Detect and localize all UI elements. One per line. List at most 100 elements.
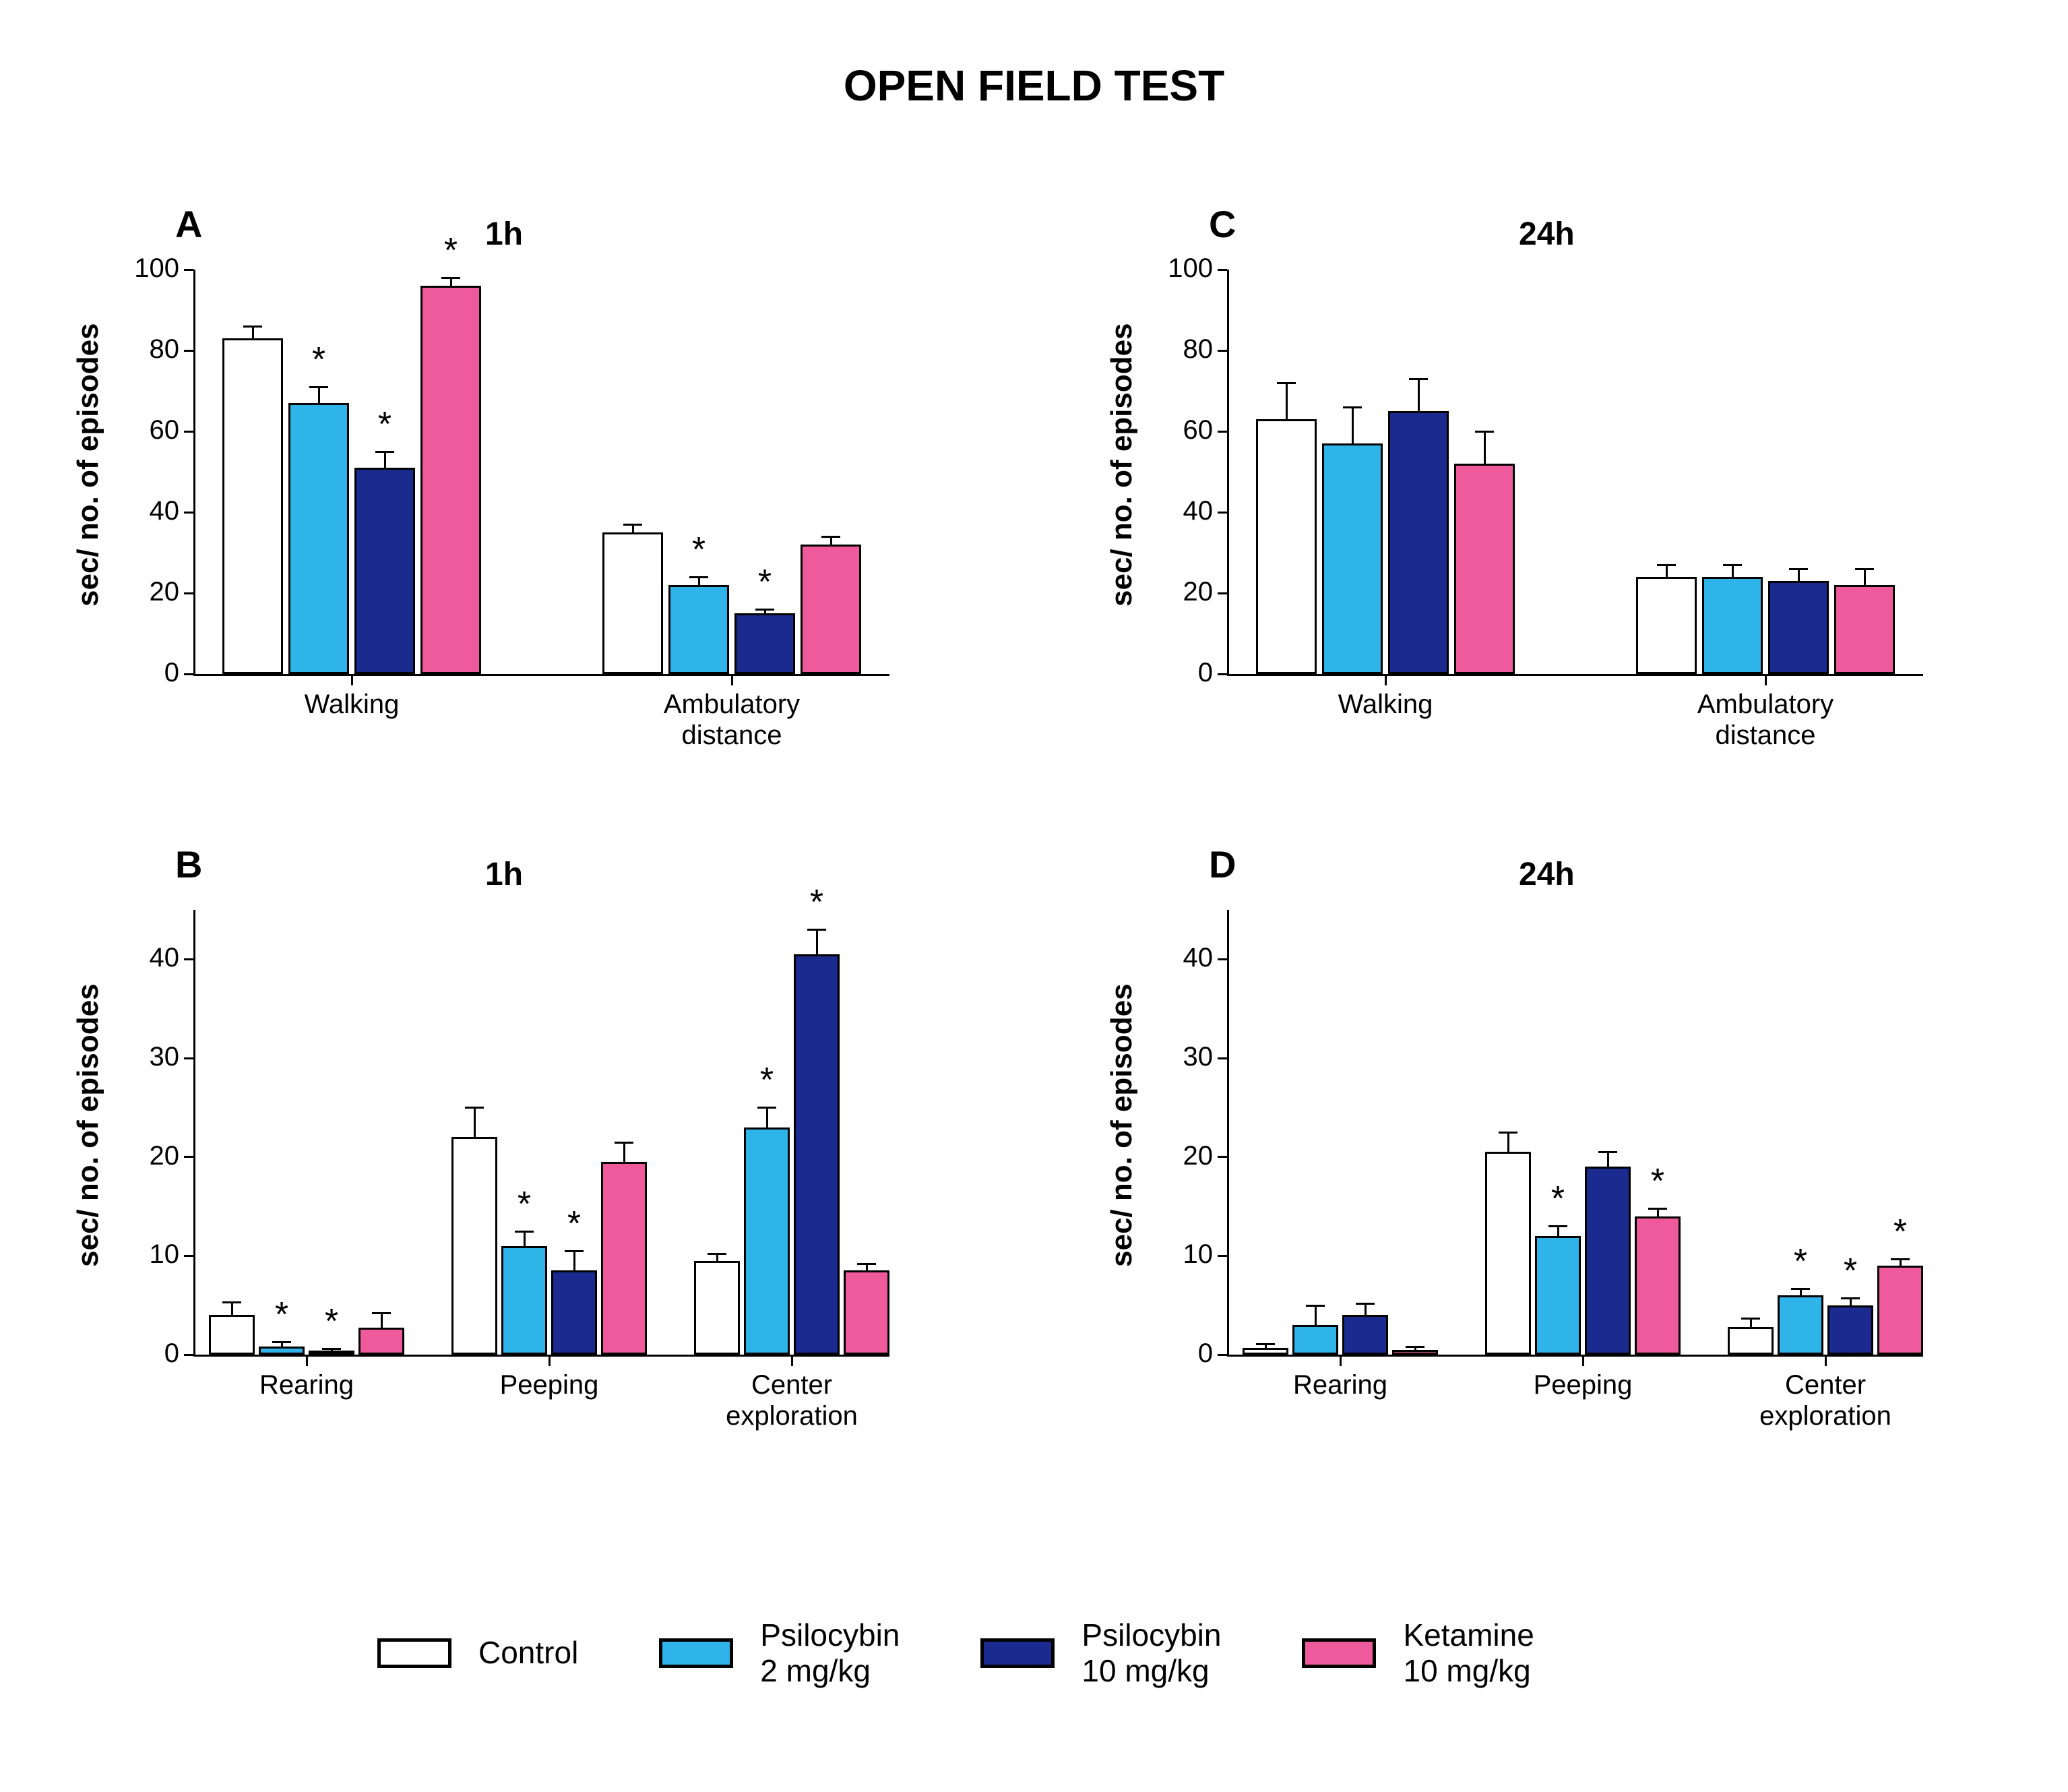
errorbar-cap [1277, 382, 1296, 384]
y-tick-label: 0 [105, 1338, 179, 1369]
chart-area: 010203040sec/ no. of episodesRearingPeep… [1229, 910, 1923, 1355]
y-tick [1218, 350, 1227, 352]
errorbar-cap [857, 1263, 876, 1265]
bar-control [1256, 419, 1317, 674]
y-tick [1218, 673, 1227, 675]
errorbar-cap [689, 576, 708, 578]
significance-star: * [1784, 1241, 1817, 1282]
y-tick-label: 20 [105, 1141, 179, 1171]
x-category-label: Walking [1236, 689, 1535, 720]
panel-C: C24h020406080100sec/ no. of episodesWalk… [1034, 175, 2067, 815]
bar-psilo10 [354, 468, 415, 674]
x-category-label: Peeping [1465, 1369, 1701, 1400]
errorbar-cap [309, 386, 328, 388]
panel-D: D24h010203040sec/ no. of episodesRearing… [1034, 815, 2067, 1530]
errorbar-cap [1855, 568, 1874, 570]
y-tick-label: 30 [105, 1042, 179, 1072]
significance-star: * [800, 882, 834, 923]
errorbar-cap [623, 524, 642, 526]
errorbar-line [1557, 1226, 1559, 1236]
x-category-label: Ambulatory distance [1616, 689, 1915, 751]
errorbar-cap [1657, 564, 1676, 566]
y-tick [184, 512, 193, 514]
x-tick [1340, 1357, 1342, 1366]
y-tick-label: 20 [105, 577, 179, 607]
x-category-label: Peeping [431, 1369, 667, 1400]
bar-control [209, 1315, 255, 1355]
x-tick [306, 1357, 308, 1366]
errorbar-cap [1306, 1305, 1325, 1307]
legend-swatch-control [377, 1638, 451, 1668]
errorbar-line [1507, 1132, 1509, 1152]
bar-psilo10 [551, 1270, 597, 1355]
legend-swatch-ket10 [1302, 1638, 1376, 1668]
y-tick [184, 958, 193, 960]
bar-control [602, 532, 663, 674]
x-category-label: Rearing [1222, 1369, 1458, 1400]
errorbar-line [1864, 569, 1866, 585]
bar-ket10 [358, 1328, 404, 1355]
y-tick [184, 592, 193, 594]
errorbar-cap [1499, 1132, 1517, 1134]
errorbar-cap [1791, 1288, 1810, 1290]
errorbar-cap [708, 1253, 726, 1255]
significance-star: * [315, 1301, 348, 1342]
x-tick [731, 676, 733, 685]
significance-star: * [368, 404, 402, 445]
chart-area: 010203040sec/ no. of episodesRearing**Pe… [195, 910, 889, 1355]
y-tick-label: 20 [1139, 577, 1213, 607]
y-tick [184, 1354, 193, 1356]
bar-ket10 [1877, 1266, 1923, 1355]
bar-control [1243, 1348, 1288, 1355]
errorbar-cap [1256, 1343, 1275, 1345]
y-axis [1227, 910, 1229, 1357]
errorbar-cap [807, 929, 826, 931]
y-tick [1218, 512, 1227, 514]
errorbar-line [1666, 565, 1668, 577]
significance-star: * [1834, 1251, 1867, 1291]
panel-B: B1h010203040sec/ no. of episodesRearing*… [0, 815, 1034, 1530]
errorbar-cap [1741, 1318, 1760, 1320]
y-tick [1218, 269, 1227, 271]
y-tick [1218, 431, 1227, 433]
errorbar-line [623, 1142, 625, 1162]
errorbar-cap [1475, 431, 1494, 433]
y-tick-label: 0 [1139, 1338, 1213, 1369]
x-tick [549, 1357, 551, 1366]
y-tick-label: 30 [1139, 1042, 1213, 1072]
errorbar-line [1732, 565, 1734, 577]
errorbar-line [1607, 1152, 1609, 1167]
y-tick-label: 40 [105, 943, 179, 973]
y-tick [1218, 1255, 1227, 1257]
errorbar-cap [757, 1107, 776, 1109]
y-axis [1227, 270, 1229, 676]
errorbar-line [816, 929, 818, 954]
bar-psilo10 [1827, 1305, 1873, 1355]
chart-area: 020406080100sec/ no. of episodesWalking*… [195, 270, 889, 674]
errorbar-cap [615, 1142, 633, 1144]
errorbar-cap [372, 1312, 391, 1314]
x-category-label: Center exploration [1707, 1369, 1943, 1431]
bar-psilo2 [501, 1246, 547, 1355]
errorbar-line [381, 1313, 383, 1328]
bar-psilo10 [734, 613, 795, 674]
bar-ket10 [1635, 1216, 1681, 1355]
x-axis [193, 1355, 889, 1357]
bar-psilo10 [1768, 581, 1829, 674]
bar-ket10 [1392, 1350, 1438, 1355]
errorbar-line [1798, 569, 1800, 581]
bar-psilo10 [1342, 1315, 1388, 1355]
errorbar-line [231, 1302, 233, 1315]
significance-star: * [1541, 1179, 1575, 1219]
y-tick-label: 0 [105, 658, 179, 688]
legend-item-psilo2: Psilocybin 2 mg/kg [659, 1617, 900, 1689]
errorbar-line [384, 452, 386, 468]
y-tick [184, 1156, 193, 1158]
significance-star: * [557, 1204, 591, 1244]
x-tick [1765, 676, 1767, 685]
y-tick [184, 1255, 193, 1257]
bar-ket10 [1834, 585, 1895, 674]
y-tick-label: 40 [105, 496, 179, 526]
errorbar-cap [1409, 378, 1428, 380]
bar-control [451, 1137, 497, 1355]
